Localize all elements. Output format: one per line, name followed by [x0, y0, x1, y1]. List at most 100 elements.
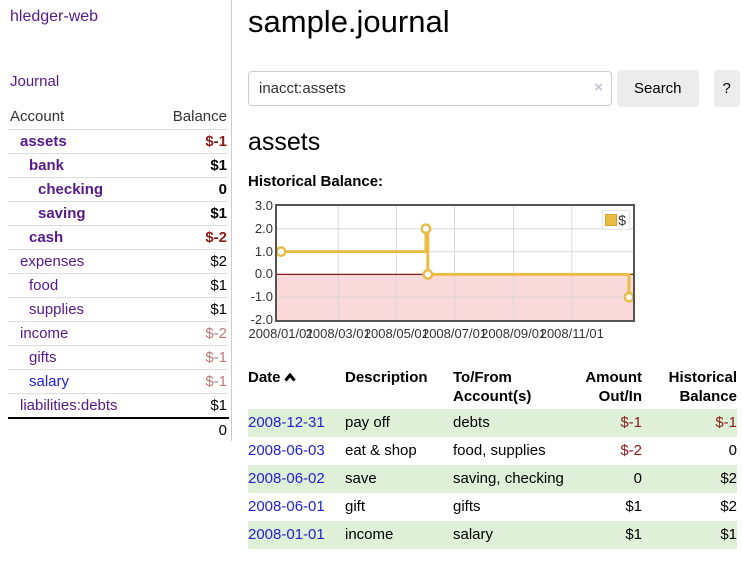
historical-balance-chart: 3.0 2.0 1.0 0.0 -1.0 -2.0 $ 2008/01/01 2008/03…: [248, 199, 740, 344]
account-balance: $1: [210, 205, 227, 222]
legend-swatch-icon: [605, 214, 618, 226]
page: hledger-web Journal Account Balance asse…: [8, 0, 742, 549]
x-tick-label: 2008/07/01: [421, 326, 488, 341]
transaction-row: 2008-06-02 save saving, checking 0 $2: [248, 465, 737, 493]
transaction-accounts: food, supplies: [453, 442, 546, 459]
transaction-description: gift: [345, 498, 366, 515]
transaction-description: pay off: [345, 414, 390, 431]
balance-column-header: Balance: [172, 108, 227, 125]
account-row: saving $1: [8, 201, 229, 226]
account-link[interactable]: income: [20, 325, 69, 342]
account-link[interactable]: supplies: [29, 301, 85, 318]
account-link[interactable]: gifts: [29, 349, 57, 366]
transaction-date-cell: 2008-01-01: [248, 521, 345, 549]
transaction-date-link[interactable]: 2008-06-03: [248, 442, 325, 459]
account-balance: $1: [210, 301, 227, 318]
account-link[interactable]: saving: [38, 205, 86, 222]
brand-link[interactable]: hledger-web: [10, 8, 99, 25]
account-balance: $-1: [205, 133, 227, 150]
account-balance: $2: [210, 253, 227, 270]
account-link[interactable]: expenses: [20, 253, 85, 270]
transaction-row: 2008-06-01 gift gifts $1 $2: [248, 493, 737, 521]
accounts-column-header: Account: [10, 108, 65, 125]
account-row: food $1: [8, 273, 229, 298]
transaction-balance: $1: [720, 526, 737, 543]
help-button[interactable]: ?: [713, 70, 740, 107]
search-button[interactable]: Search: [617, 70, 699, 107]
register-header-amount: Amount Out/In: [585, 369, 642, 405]
sort-ascending-icon: [283, 368, 296, 387]
account-link[interactable]: salary: [29, 373, 70, 390]
account-table-body: assets $-1 bank $1 checking 0 saving $1 cash $-2 e…: [8, 129, 229, 419]
x-tick-label: 2008/05/01: [363, 326, 429, 341]
account-row: bank $1: [8, 153, 229, 178]
transaction-date-cell: 2008-06-03: [248, 437, 345, 465]
transaction-accounts: salary: [453, 526, 494, 543]
transaction-amount: $1: [625, 526, 642, 543]
account-row: salary $-1: [8, 369, 229, 394]
transaction-row: 2008-06-03 eat & shop food, supplies $-2 0: [248, 437, 737, 465]
account-row: liabilities:debts $1: [8, 393, 229, 419]
transaction-balance: 0: [728, 442, 737, 459]
x-tick-label: 2008/01/01: [248, 326, 314, 341]
chart-x-axis-labels: 2008/01/01 2008/03/01 2008/05/01 2008/07/01…: [248, 326, 633, 342]
account-link[interactable]: checking: [38, 181, 104, 198]
account-row: income $-2: [8, 321, 229, 346]
clear-search-icon[interactable]: ×: [594, 79, 603, 96]
account-row: gifts $-1: [8, 345, 229, 370]
transaction-amount: $-2: [620, 442, 642, 459]
transaction-description: save: [345, 470, 377, 487]
account-balance: 0: [218, 181, 227, 198]
accounts-total-row: 0: [8, 418, 229, 442]
transaction-amount: $-1: [620, 414, 642, 431]
account-heading: assets: [248, 128, 321, 156]
accounts-total-value: 0: [218, 422, 227, 439]
account-link[interactable]: bank: [29, 157, 65, 174]
account-balance: $1: [210, 397, 227, 414]
main-content: sample.journal × Search ? assets Histori…: [232, 0, 742, 549]
account-balance: $-1: [205, 373, 227, 390]
account-balance: $-1: [205, 349, 227, 366]
y-tick-label: 2.0: [254, 220, 273, 236]
register-body: 2008-12-31 pay off debts $-1 $-1 2008-06-03 ea…: [248, 409, 737, 549]
y-tick-label: 0.0: [254, 266, 273, 282]
account-balance: $-2: [205, 229, 227, 246]
transaction-date-cell: 2008-06-01: [248, 493, 345, 521]
register-table: Date Description To/From Account(s) Amou…: [248, 364, 737, 549]
transaction-balance: $-1: [715, 414, 737, 431]
transaction-amount: $1: [625, 498, 642, 515]
register-header-date[interactable]: Date: [248, 364, 345, 409]
register-header-description: Description: [345, 369, 428, 386]
account-link[interactable]: cash: [29, 229, 64, 246]
transaction-date-link[interactable]: 2008-06-01: [248, 498, 325, 515]
chart-section-label: Historical Balance:: [248, 173, 384, 190]
sidebar-item-journal[interactable]: Journal: [10, 73, 60, 90]
y-tick-label: 1.0: [254, 243, 273, 259]
transaction-description: eat & shop: [345, 442, 417, 459]
register-header-account: To/From Account(s): [453, 369, 532, 405]
x-tick-label: 2008/11/01: [539, 326, 604, 341]
x-tick-label: 2008/09/01: [481, 326, 547, 341]
transaction-date-link[interactable]: 2008-01-01: [248, 526, 325, 543]
account-link[interactable]: food: [29, 277, 59, 294]
transaction-amount: 0: [633, 470, 642, 487]
account-row: checking 0: [8, 177, 229, 202]
search-input[interactable]: [248, 71, 612, 106]
account-balance: $-2: [205, 325, 227, 342]
page-title: sample.journal: [248, 4, 450, 39]
transaction-date-link[interactable]: 2008-12-31: [248, 414, 325, 431]
chart-plot-svg: [277, 206, 633, 320]
account-row: supplies $1: [8, 297, 229, 322]
chart-legend: $: [602, 210, 630, 230]
transaction-balance: $2: [720, 498, 737, 515]
transaction-date-link[interactable]: 2008-06-02: [248, 470, 325, 487]
register-header-balance: Historical Balance: [668, 369, 737, 405]
account-link[interactable]: assets: [20, 133, 67, 150]
transaction-description: income: [345, 526, 394, 543]
transaction-date-cell: 2008-06-02: [248, 465, 345, 493]
y-tick-label: -1.0: [250, 289, 273, 305]
account-row: expenses $2: [8, 249, 229, 274]
transaction-accounts: gifts: [453, 498, 481, 515]
account-link[interactable]: liabilities:debts: [20, 397, 118, 414]
y-tick-label: -2.0: [250, 312, 273, 327]
